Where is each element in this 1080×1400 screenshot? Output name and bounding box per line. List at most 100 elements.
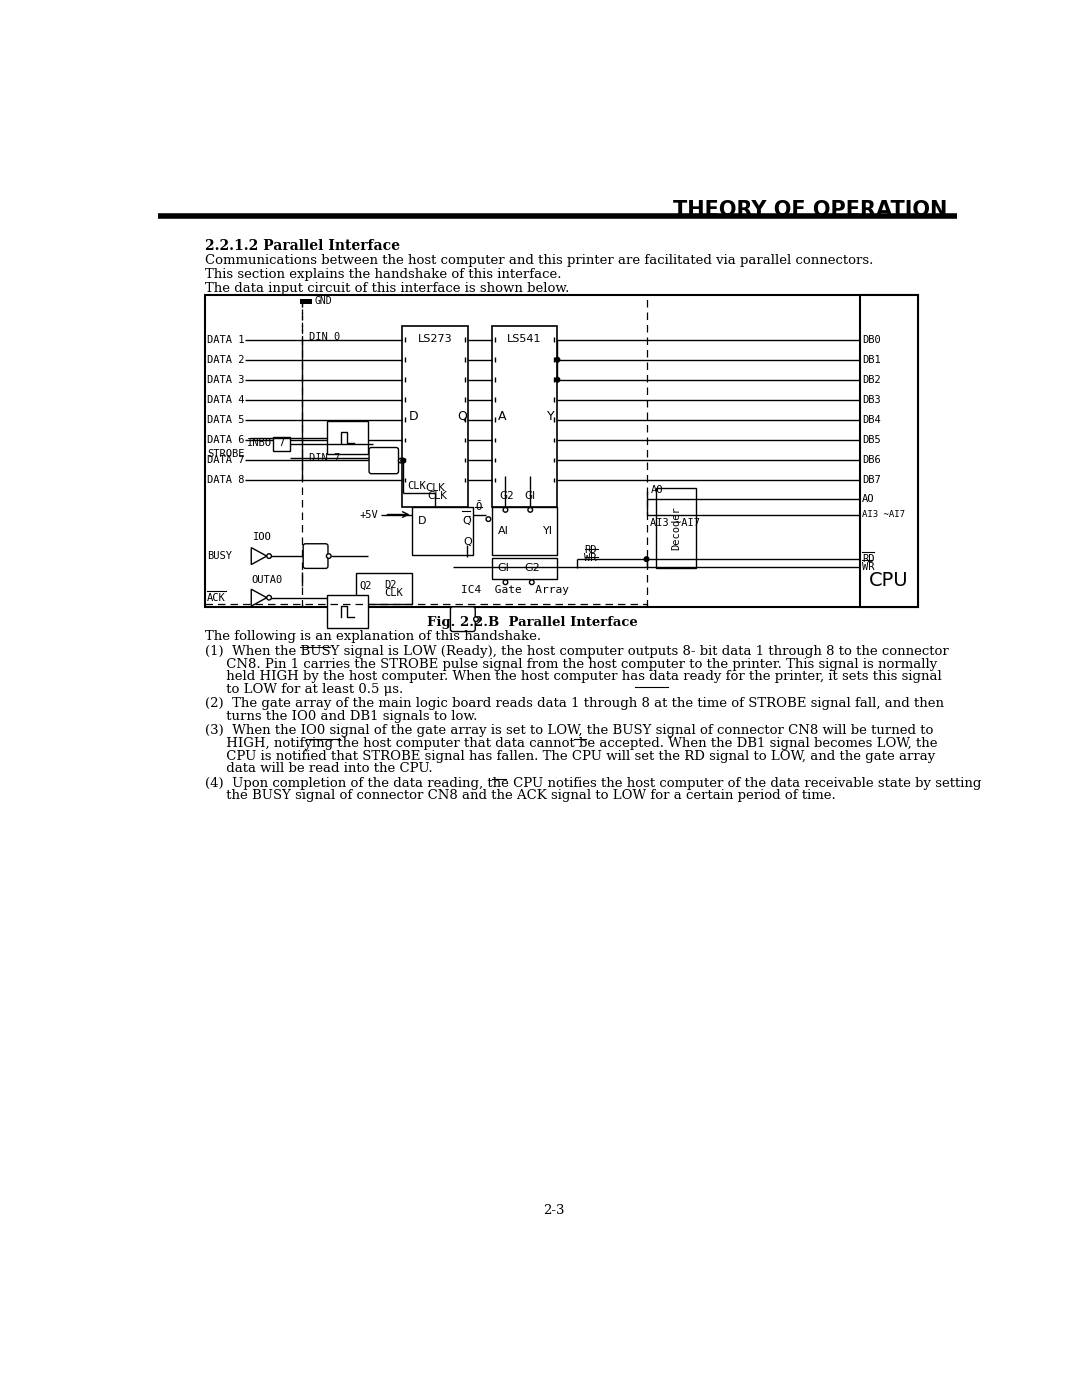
Text: D2: D2 <box>383 581 396 591</box>
Text: DB0: DB0 <box>862 335 880 344</box>
Text: DATA 5: DATA 5 <box>207 414 244 424</box>
Bar <box>491 507 557 554</box>
Text: Q: Q <box>458 410 468 423</box>
Text: CPU: CPU <box>869 571 908 589</box>
Text: RD: RD <box>584 546 597 556</box>
Text: DB3: DB3 <box>862 395 880 405</box>
Bar <box>356 573 411 603</box>
Text: RD: RD <box>862 554 875 564</box>
Text: Decoder: Decoder <box>671 507 681 550</box>
Text: D: D <box>408 410 418 423</box>
Text: GI: GI <box>498 563 510 574</box>
Text: held HIGH by the host computer. When the host computer has data ready for the pr: held HIGH by the host computer. When the… <box>205 671 942 683</box>
Circle shape <box>644 557 649 561</box>
Text: AO: AO <box>650 486 663 496</box>
Bar <box>273 437 291 451</box>
Circle shape <box>326 554 332 559</box>
Bar <box>327 595 367 629</box>
Text: (3)  When the IO0 signal of the gate array is set to LOW, the BUSY signal of con: (3) When the IO0 signal of the gate arra… <box>205 724 933 738</box>
Text: 7: 7 <box>279 438 285 448</box>
Bar <box>491 326 557 507</box>
Text: DATA 2: DATA 2 <box>207 354 244 365</box>
Circle shape <box>528 508 532 512</box>
Text: STROBE: STROBE <box>207 449 244 459</box>
FancyBboxPatch shape <box>450 608 475 631</box>
Text: G2: G2 <box>525 563 541 574</box>
Text: DIN 7: DIN 7 <box>309 452 340 462</box>
Text: OUTA0: OUTA0 <box>252 575 283 585</box>
Text: A: A <box>498 410 507 423</box>
Text: ACK: ACK <box>207 592 226 602</box>
Text: CN8. Pin 1 carries the STROBE pulse signal from the host computer to the printer: CN8. Pin 1 carries the STROBE pulse sign… <box>205 658 937 671</box>
Text: Fig. 2.2.B  Parallel Interface: Fig. 2.2.B Parallel Interface <box>427 616 637 629</box>
Text: DATA 6: DATA 6 <box>207 435 244 445</box>
Bar <box>413 507 473 554</box>
Text: DB4: DB4 <box>862 414 880 424</box>
Text: turns the IO0 and DB1 signals to low.: turns the IO0 and DB1 signals to low. <box>205 710 477 722</box>
Text: DB2: DB2 <box>862 375 880 385</box>
Text: DATA 7: DATA 7 <box>207 455 244 465</box>
Text: (2)  The gate array of the main logic board reads data 1 through 8 at the time o: (2) The gate array of the main logic boa… <box>205 697 944 710</box>
Text: DB5: DB5 <box>862 435 880 445</box>
Text: CLK: CLK <box>407 480 426 490</box>
Circle shape <box>474 617 478 622</box>
FancyBboxPatch shape <box>369 448 399 473</box>
Text: 2.2.1.2 Parallel Interface: 2.2.1.2 Parallel Interface <box>205 239 400 253</box>
Text: +5V: +5V <box>360 510 378 519</box>
Circle shape <box>399 458 403 463</box>
Text: DATA 3: DATA 3 <box>207 375 244 385</box>
Bar <box>205 295 918 608</box>
Text: D: D <box>418 517 427 526</box>
Circle shape <box>555 357 559 363</box>
Circle shape <box>486 517 490 521</box>
Text: GND: GND <box>314 297 332 307</box>
Text: LS273: LS273 <box>418 333 453 343</box>
Text: Q: Q <box>463 536 472 547</box>
Text: AI: AI <box>498 525 509 536</box>
Text: DATA 1: DATA 1 <box>207 335 244 344</box>
Bar <box>860 295 918 608</box>
Text: data will be read into the CPU.: data will be read into the CPU. <box>205 763 432 776</box>
Circle shape <box>529 580 535 585</box>
Text: THEORY OF OPERATION: THEORY OF OPERATION <box>673 200 947 220</box>
Text: AI3 ~AI7: AI3 ~AI7 <box>650 518 700 528</box>
Text: Ō: Ō <box>475 503 482 512</box>
Text: AO: AO <box>862 494 875 504</box>
Text: 2-3: 2-3 <box>543 1204 564 1217</box>
Text: The following is an explanation of this handshake.: The following is an explanation of this … <box>205 630 541 643</box>
Text: DIN 0: DIN 0 <box>309 332 340 343</box>
Bar <box>300 298 312 304</box>
Circle shape <box>267 595 271 601</box>
Circle shape <box>267 554 271 559</box>
Text: This section explains the handshake of this interface.: This section explains the handshake of t… <box>205 269 562 281</box>
Text: IOO: IOO <box>253 532 271 542</box>
Text: IC4  Gate  Array: IC4 Gate Array <box>461 585 569 595</box>
FancyBboxPatch shape <box>303 543 328 568</box>
Text: Q̅: Q̅ <box>462 517 471 526</box>
Text: to LOW for at least 0.5 μs.: to LOW for at least 0.5 μs. <box>205 683 403 696</box>
Text: CLK: CLK <box>426 483 445 493</box>
Text: The data input circuit of this interface is shown below.: The data input circuit of this interface… <box>205 281 569 295</box>
Text: Q2: Q2 <box>360 581 373 591</box>
Text: LS541: LS541 <box>508 333 542 343</box>
Text: BUSY: BUSY <box>207 552 232 561</box>
Text: CPU is notified that STROBE signal has fallen. The CPU will set the RD signal to: CPU is notified that STROBE signal has f… <box>205 750 935 763</box>
Text: the BUSY signal of connector CN8 and the ACK signal to LOW for a certain period : the BUSY signal of connector CN8 and the… <box>205 790 836 802</box>
Text: CLK: CLK <box>428 490 447 501</box>
Text: G2: G2 <box>499 490 514 501</box>
Text: CLK: CLK <box>383 588 403 598</box>
Text: Y: Y <box>546 410 554 423</box>
Bar <box>327 420 367 455</box>
Bar <box>403 326 469 507</box>
Text: GI: GI <box>525 490 536 501</box>
Text: WR: WR <box>584 553 597 563</box>
Text: AI3 ~AI7: AI3 ~AI7 <box>862 510 905 519</box>
Text: DB7: DB7 <box>862 475 880 484</box>
Text: INBO: INBO <box>247 438 272 448</box>
Text: Communications between the host computer and this printer are facilitated via pa: Communications between the host computer… <box>205 255 873 267</box>
Circle shape <box>555 378 559 382</box>
Text: HIGH, notifying the host computer that data cannot be accepted. When the DB1 sig: HIGH, notifying the host computer that d… <box>205 736 937 750</box>
Text: DATA 4: DATA 4 <box>207 395 244 405</box>
Bar <box>656 487 697 568</box>
Text: (1)  When the BUSY signal is LOW (Ready), the host computer outputs 8- bit data : (1) When the BUSY signal is LOW (Ready),… <box>205 645 948 658</box>
